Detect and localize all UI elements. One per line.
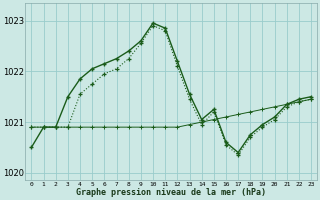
X-axis label: Graphe pression niveau de la mer (hPa): Graphe pression niveau de la mer (hPa): [76, 188, 266, 197]
